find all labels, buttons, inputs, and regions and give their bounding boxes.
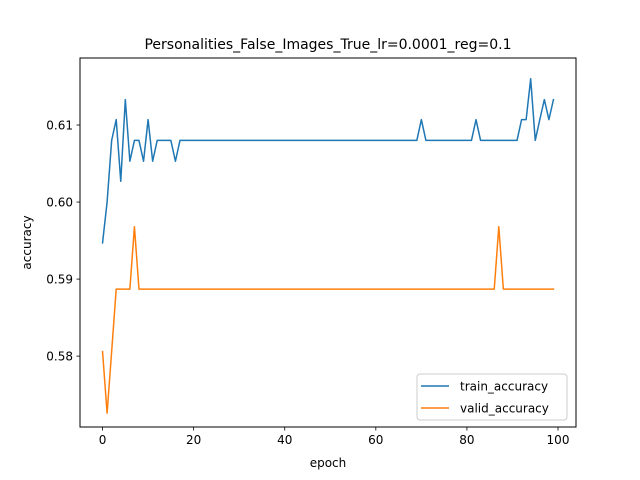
plot-area bbox=[101, 78, 555, 414]
x-tick-label: 40 bbox=[277, 433, 292, 447]
y-tick-label: 0.58 bbox=[46, 350, 73, 364]
x-tick-label: 60 bbox=[368, 433, 383, 447]
x-axis-label: epoch bbox=[310, 456, 347, 470]
legend-label: valid_accuracy bbox=[460, 402, 549, 416]
y-axis-label: accuracy bbox=[20, 215, 34, 269]
legend-label: train_accuracy bbox=[460, 380, 548, 394]
y-tick-label: 0.61 bbox=[46, 119, 73, 133]
y-tick-label: 0.60 bbox=[46, 196, 73, 210]
x-tick-label: 100 bbox=[547, 433, 570, 447]
x-tick-label: 20 bbox=[186, 433, 201, 447]
legend-box bbox=[416, 373, 568, 421]
y-tick-label: 0.59 bbox=[46, 273, 73, 287]
x-tick-label: 80 bbox=[459, 433, 474, 447]
chart-title: Personalities_False_Images_True_lr=0.000… bbox=[144, 37, 511, 53]
legend: train_accuracy valid_accuracy bbox=[416, 373, 568, 421]
axes-frame bbox=[79, 57, 577, 428]
series-line-train-accuracy bbox=[101, 78, 555, 244]
x-tick-label: 0 bbox=[99, 433, 107, 447]
series-line-valid-accuracy bbox=[101, 225, 555, 414]
